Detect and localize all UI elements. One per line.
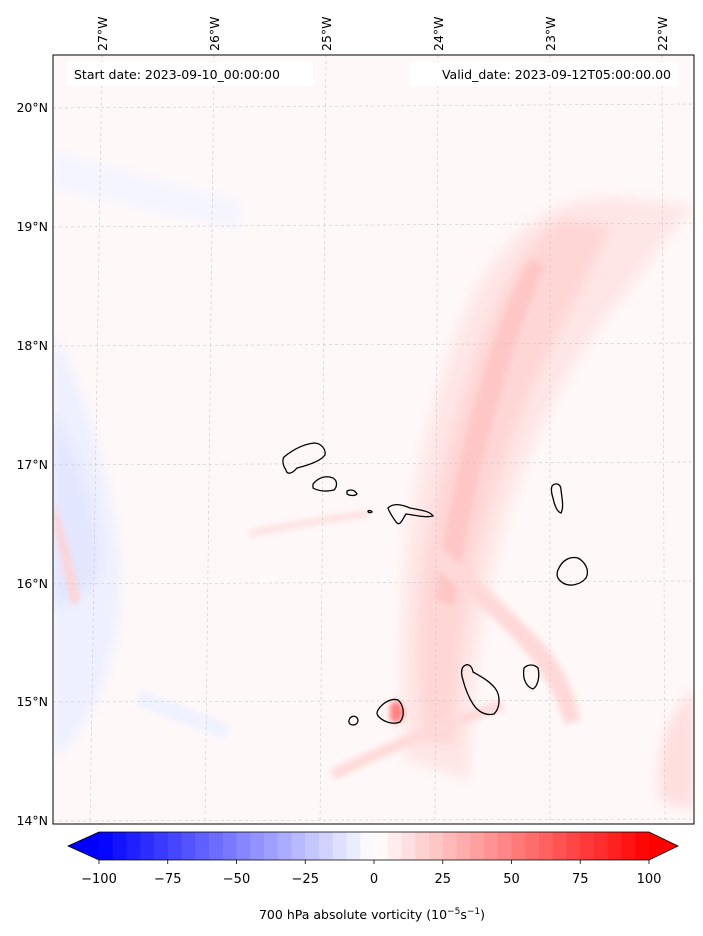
island-brava [348, 715, 359, 726]
colorbar-segment [126, 832, 141, 860]
colorbar-segment [566, 832, 581, 860]
lon-label-27w: 27°W [95, 16, 110, 51]
island-fogo [376, 698, 404, 724]
colorbar-segment [277, 832, 293, 860]
map-frame [52, 54, 695, 825]
colorbar-segment [236, 832, 251, 860]
colorbar-segment [346, 832, 361, 860]
lat-label-14n: 14°N [16, 813, 48, 828]
start-date-box [67, 62, 313, 86]
colorbar-label: 700 hPa absolute vorticity (10−5s−1) [259, 907, 485, 922]
colorbar-segment [415, 832, 430, 860]
colorbar-segment [635, 832, 650, 860]
colorbar-tick-label: −25 [292, 872, 319, 887]
lon-label-23w: 23°W [543, 16, 558, 51]
colorbar-tick-label: −100 [81, 872, 117, 887]
lat-label-15n: 15°N [16, 694, 48, 709]
colorbar-segment [525, 832, 540, 860]
island-outlines [282, 442, 589, 726]
colorbar-tick-label: −75 [154, 872, 181, 887]
colorbar-segment [195, 832, 210, 860]
colorbar-segment [401, 832, 416, 860]
lat-label-18n: 18°N [16, 338, 48, 353]
map-panel [52, 54, 695, 825]
colorbar-segment [429, 832, 444, 860]
island-sal [550, 483, 564, 514]
colorbar-label-end: ) [480, 907, 485, 922]
island-santo-antao [282, 442, 326, 474]
island-santiago [460, 664, 500, 716]
colorbar-segment [539, 832, 554, 860]
lat-label-20n: 20°N [16, 100, 48, 115]
latitude-labels: 20°N 19°N 18°N 17°N 16°N 15°N 14°N [16, 100, 48, 828]
date-annotations: Start date: 2023-09-10_00:00:00 Valid_da… [67, 62, 678, 86]
colorbar-tick-label: 100 [637, 872, 662, 887]
colorbar-segment [511, 832, 526, 860]
colorbar-label-sup1: −5 [447, 907, 460, 917]
lon-label-26w: 26°W [207, 16, 222, 51]
island-branco [367, 509, 373, 514]
colorbar-low-arrow [68, 832, 99, 860]
start-date-label: Start date: 2023-09-10_00:00:00 [74, 67, 280, 82]
colorbar-segment [360, 832, 375, 860]
valid-date-label: Valid_date: 2023-09-12T05:00:00.00 [442, 67, 671, 82]
colorbar-segment [209, 832, 224, 860]
lon-label-24w: 24°W [431, 16, 446, 51]
colorbar-segments [99, 832, 650, 860]
colorbar-segment [305, 832, 320, 860]
vorticity-field [53, 150, 694, 810]
longitude-labels: 27°W 26°W 25°W 24°W 23°W 22°W [95, 16, 670, 51]
colorbar-segment [99, 832, 114, 860]
colorbar-segment [250, 832, 265, 860]
colorbar-tick-label: 25 [434, 872, 451, 887]
colorbar-segment [332, 832, 348, 860]
colorbar-tick-label: 50 [503, 872, 520, 887]
colorbar-segment [140, 832, 155, 860]
lon-label-22w: 22°W [655, 16, 670, 51]
colorbar-tick-label: 0 [370, 872, 378, 887]
colorbar-segment [621, 832, 636, 860]
island-sao-nicolau [387, 503, 435, 525]
island-santa-luzia [346, 489, 358, 497]
valid-date-box [410, 62, 678, 86]
colorbar-segment [387, 832, 403, 860]
lat-label-17n: 17°N [16, 457, 48, 472]
island-maio [522, 664, 540, 690]
colorbar-segment [264, 832, 279, 860]
colorbar-segment [442, 832, 458, 860]
colorbar-ticks: −100 −75 −50 −25 0 25 50 75 100 [81, 860, 661, 887]
colorbar-segment [154, 832, 169, 860]
colorbar-tick-label: −50 [223, 872, 250, 887]
lon-label-25w: 25°W [319, 16, 334, 51]
colorbar-segment [374, 832, 389, 860]
colorbar-segment [222, 832, 238, 860]
colorbar-label-mid: s [460, 907, 467, 922]
colorbar-label-sup2: −1 [467, 907, 480, 917]
colorbar-segment [319, 832, 334, 860]
colorbar-segment [470, 832, 485, 860]
colorbar-segment [484, 832, 499, 860]
colorbar-segment [552, 832, 568, 860]
colorbar-segment [497, 832, 513, 860]
colorbar-label-main: 700 hPa absolute vorticity (10 [259, 907, 447, 922]
colorbar-segment [181, 832, 196, 860]
colorbar-segment [607, 832, 623, 860]
colorbar-high-arrow [649, 832, 678, 860]
colorbar-segment [594, 832, 609, 860]
island-sao-vicente [312, 476, 338, 492]
colorbar-segment [580, 832, 595, 860]
gridlines [53, 55, 694, 824]
colorbar-segment [112, 832, 128, 860]
colorbar: −100 −75 −50 −25 0 25 50 75 100 700 hPa absolute… [67, 831, 679, 922]
colorbar-segment [291, 832, 306, 860]
lat-label-16n: 16°N [16, 576, 48, 591]
colorbar-segment [167, 832, 183, 860]
lat-label-19n: 19°N [16, 219, 48, 234]
island-boa-vista [556, 556, 589, 586]
colorbar-tick-label: 75 [572, 872, 589, 887]
colorbar-segment [456, 832, 471, 860]
